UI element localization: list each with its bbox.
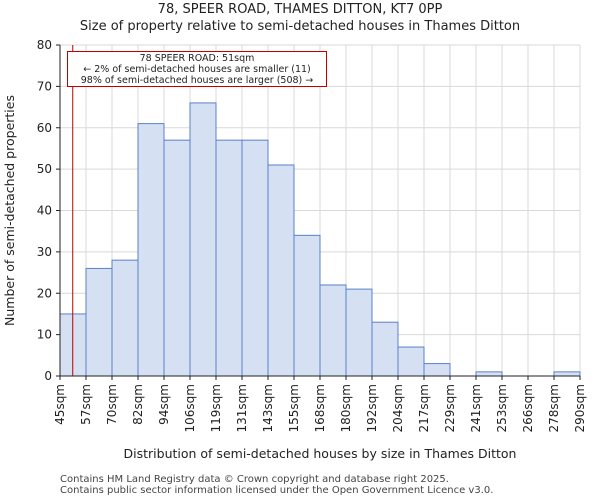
x-tick-label: 82sqm <box>131 384 145 425</box>
x-tick-label: 94sqm <box>157 384 171 425</box>
annotation-line-2: ← 2% of semi-detached houses are smaller… <box>83 64 311 75</box>
histogram-bar <box>189 102 217 377</box>
x-tick-label: 253sqm <box>495 384 509 432</box>
x-tick-label: 143sqm <box>261 384 275 432</box>
x-tick-label: 131sqm <box>235 384 249 432</box>
y-tick-label: 70 <box>37 79 52 93</box>
x-tick-label: 290sqm <box>573 384 587 432</box>
histogram-bar <box>241 139 269 377</box>
histogram-bar <box>345 288 373 377</box>
y-tick-label: 50 <box>37 162 52 176</box>
chart-title: 78, SPEER ROAD, THAMES DITTON, KT7 0PP <box>157 2 443 17</box>
x-tick-label: 217sqm <box>417 384 431 432</box>
histogram-bar <box>293 234 321 377</box>
histogram-bar <box>111 259 139 377</box>
x-tick-label: 155sqm <box>287 384 301 432</box>
histogram-bar <box>85 267 113 377</box>
annotation-line-1: 78 SPEER ROAD: 51sqm <box>139 53 255 64</box>
y-tick-label: 60 <box>37 121 52 135</box>
x-tick-label: 192sqm <box>365 384 379 432</box>
histogram-bar <box>267 164 295 377</box>
histogram-bar <box>475 371 503 377</box>
x-tick-label: 57sqm <box>79 384 93 425</box>
x-tick-label: 204sqm <box>391 384 405 432</box>
histogram-bar <box>137 123 165 377</box>
y-tick-label: 0 <box>44 369 52 383</box>
histogram-bar <box>423 363 451 377</box>
y-tick-label: 80 <box>37 38 52 52</box>
x-tick-label: 168sqm <box>313 384 327 432</box>
y-tick-label: 10 <box>37 328 52 342</box>
x-tick-label: 180sqm <box>339 384 353 432</box>
y-tick-label: 20 <box>37 286 52 300</box>
histogram-bar <box>163 139 191 377</box>
x-tick-label: 70sqm <box>105 384 119 425</box>
x-tick-label: 278sqm <box>547 384 561 432</box>
x-tick-label: 266sqm <box>521 384 535 432</box>
x-tick-label: 119sqm <box>209 384 223 432</box>
histogram-bar <box>319 284 347 377</box>
chart-subtitle: Size of property relative to semi-detach… <box>79 19 521 34</box>
footer-line-1: Contains HM Land Registry data © Crown c… <box>60 474 449 485</box>
y-tick-label: 30 <box>37 245 52 259</box>
x-tick-label: 229sqm <box>443 384 457 432</box>
x-tick-label: 45sqm <box>53 384 67 425</box>
histogram-bar <box>397 346 425 377</box>
x-axis-label: Distribution of semi-detached houses by … <box>124 446 517 461</box>
y-axis-label: Number of semi-detached properties <box>2 95 17 326</box>
histogram-bar <box>553 371 581 377</box>
annotation-line-3: 98% of semi-detached houses are larger (… <box>80 75 314 86</box>
annotation-box: 78 SPEER ROAD: 51sqm ← 2% of semi-detach… <box>67 51 327 87</box>
x-tick-label: 106sqm <box>183 384 197 432</box>
footer-line-2: Contains public sector information licen… <box>60 485 494 496</box>
histogram-bar <box>215 139 243 377</box>
x-tick-label: 241sqm <box>469 384 483 432</box>
histogram-bar <box>371 321 399 377</box>
y-tick-label: 40 <box>37 204 52 218</box>
